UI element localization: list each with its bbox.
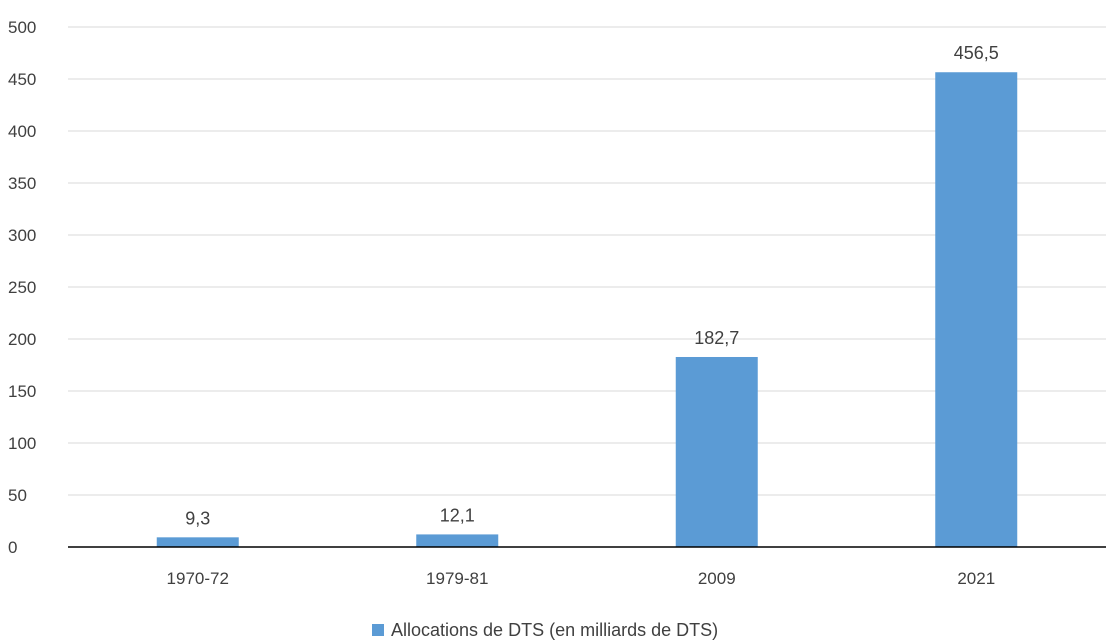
y-tick-label-450: 450 bbox=[8, 70, 36, 89]
y-tick-label-200: 200 bbox=[8, 330, 36, 349]
legend-swatch bbox=[372, 624, 384, 636]
y-tick-label-0: 0 bbox=[8, 538, 17, 557]
y-tick-label-350: 350 bbox=[8, 174, 36, 193]
bar-2009 bbox=[675, 356, 758, 547]
data-label-1970-72: 9,3 bbox=[185, 508, 210, 528]
bar-1979-81 bbox=[416, 534, 499, 547]
x-axis-tick-labels: 1970-72 1979-81 2009 2021 bbox=[167, 569, 996, 588]
x-tick-label-2021: 2021 bbox=[957, 569, 995, 588]
data-labels: 9,3 12,1 182,7 456,5 bbox=[185, 43, 999, 528]
y-tick-label-300: 300 bbox=[8, 226, 36, 245]
y-tick-label-400: 400 bbox=[8, 122, 36, 141]
y-tick-label-100: 100 bbox=[8, 434, 36, 453]
bar-1970-72 bbox=[156, 537, 239, 547]
bars bbox=[156, 72, 1018, 548]
legend-label: Allocations de DTS (en milliards de DTS) bbox=[391, 620, 718, 640]
x-tick-label-1979-81: 1979-81 bbox=[426, 569, 488, 588]
legend: Allocations de DTS (en milliards de DTS) bbox=[372, 620, 718, 640]
y-tick-label-150: 150 bbox=[8, 382, 36, 401]
y-tick-label-50: 50 bbox=[8, 486, 27, 505]
y-tick-label-500: 500 bbox=[8, 18, 36, 37]
y-axis-tick-labels: 0 50 100 150 200 250 300 350 400 450 500 bbox=[8, 18, 36, 557]
bar-2021 bbox=[935, 72, 1018, 548]
x-tick-label-2009: 2009 bbox=[698, 569, 736, 588]
x-tick-label-1970-72: 1970-72 bbox=[167, 569, 229, 588]
data-label-2021: 456,5 bbox=[954, 43, 999, 63]
gridlines bbox=[68, 26, 1106, 496]
y-tick-label-250: 250 bbox=[8, 278, 36, 297]
data-label-2009: 182,7 bbox=[694, 328, 739, 348]
data-label-1979-81: 12,1 bbox=[440, 505, 475, 525]
